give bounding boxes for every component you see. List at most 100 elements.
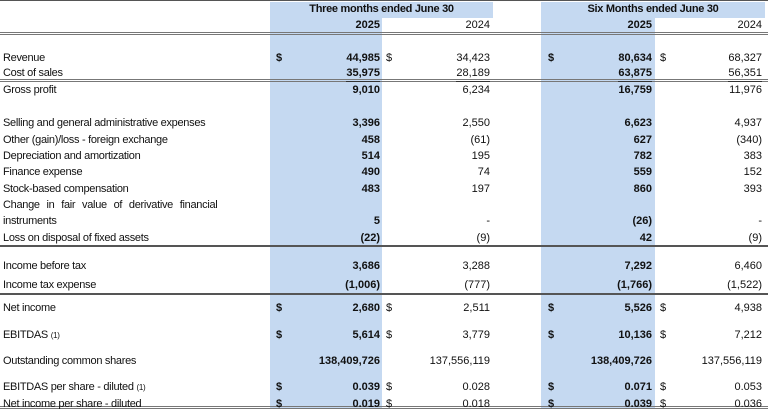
row-label-text: EBITDAS per share - diluted [3,381,134,393]
cell-value: 0.019 [352,398,380,409]
cell-value: 2,511 [463,302,490,314]
table-row: Depreciation and amortization 514 195 782 38… [0,148,768,164]
cell-value: (1,006) [345,279,380,291]
cell-value: 0.071 [624,381,652,393]
cell-value: 80,634 [618,52,652,64]
table-row: Selling and general administrative expen… [0,115,768,131]
cell-value: 195 [471,150,490,162]
cell-value: 16,759 [618,84,652,96]
cell-value: 137,556,119 [429,355,490,367]
row-label: Net income [3,300,56,316]
cell-value: 137,556,119 [701,355,762,367]
cell-value: 3,396 [352,117,380,129]
row-label-text: Income tax expense [3,279,97,291]
year-col-2: 2024 [465,19,490,31]
currency-symbol: $ [660,398,667,409]
table-row: Net income $ $ $ $2,680 2,511 5,526 4,938 [0,300,768,316]
cell-value: 42 [639,232,652,244]
cell-value: 5 [373,215,380,227]
table-row: Loss on disposal of fixed assets (22) (9) 4… [0,230,768,246]
cell-value: - [486,215,490,227]
row-label-text: Depreciation and amortization [3,150,141,162]
row-label: Net income per share - diluted [3,396,142,409]
cell-value: 9,010 [352,84,380,96]
row-label-text: Revenue [3,52,45,64]
row-label-cont: instruments [3,215,57,227]
currency-symbol: $ [276,381,283,393]
row-label: Finance expense [3,164,83,180]
cell-value: 4,938 [734,302,762,314]
cell-value: 7,292 [624,260,652,272]
row-label: Income before tax [3,258,86,274]
cell-value: 2,550 [462,117,490,129]
row-label-text: Net income [3,302,56,314]
cell-value: 28,189 [456,65,490,82]
cell-value: 5,526 [624,302,652,314]
cell-value: 3,779 [462,329,490,341]
cell-value: 860 [633,183,652,195]
row-label-text: Income before tax [3,260,86,272]
currency-symbol: $ [548,398,555,409]
cell-value: 152 [743,166,762,178]
footnote-ref: (1) [50,331,60,340]
row-label: EBITDAS (1) [3,327,60,344]
currency-symbol: $ [386,329,393,341]
year-col-1: 2025 [355,19,380,31]
table-row: Gross profit 9,010 6,234 16,759 11,976 [0,82,768,98]
row-label: Depreciation and amortization [3,148,141,164]
table-row: Outstanding common shares 138,409,726 137,… [0,353,768,369]
row-label-text: EBITDAS [3,329,48,341]
cell-value: 0.039 [624,398,652,409]
row-label: Change in fair value of derivative finan… [3,199,218,211]
cell-value: 10,136 [618,329,652,341]
currency-symbol: $ [386,398,393,409]
top-rule [0,0,768,1]
row-label: Outstanding common shares [3,353,136,369]
gross-profit-rule [0,79,768,82]
cell-value: 383 [743,150,762,162]
table-row: Change in fair value of derivative finan… [0,199,768,229]
cell-value: 458 [361,134,380,146]
currency-symbol: $ [386,381,393,393]
cell-value: 35,975 [346,65,380,82]
currency-symbol: $ [276,398,283,409]
row-label: Income tax expense [3,277,96,293]
row-label: Cost of sales [3,65,63,81]
cell-value: 0.036 [734,398,762,409]
cell-value: 782 [633,150,652,162]
currency-symbol: $ [548,381,555,393]
expenses-rule [0,245,768,247]
currency-symbol: $ [548,302,555,314]
year-col-4: 2024 [737,19,762,31]
row-label-text: Selling and general administrative expen… [3,117,206,129]
cell-value: 6,623 [624,117,652,129]
cell-value: (1,522) [727,279,762,291]
cell-value: 68,327 [728,52,762,64]
cell-value: 0.018 [462,398,490,409]
row-label: Gross profit [3,82,57,98]
table-row: Revenue $ $ $ $44,985 34,423 80,634 68,327 [0,50,768,66]
cell-value: 2,680 [352,302,380,314]
cell-value: (340) [736,134,762,146]
three-months-header-shade [270,2,493,18]
currency-symbol: $ [548,329,555,341]
currency-symbol: $ [660,329,667,341]
cell-value: 6,234 [462,84,490,96]
table-row: Income tax expense (1,006) (777) (1,766) (1,… [0,277,768,293]
tax-rule [0,293,768,295]
row-label-text: Cost of sales [3,67,63,79]
cell-value: 6,460 [734,260,762,272]
cell-value: 7,212 [734,329,762,341]
row-label-text: Net income per share - diluted [3,398,142,409]
table-row: EBITDAS (1) $ $ $ $5,614 3,779 10,136 7,212 [0,327,768,343]
cell-value: (26) [632,215,652,227]
cell-value: 4,937 [734,117,762,129]
cell-value: 3,686 [352,260,380,272]
cell-value: 74 [477,166,490,178]
table-row: Net income per share - diluted $ $ $ $0.019 0… [0,396,768,409]
cell-value: (61) [470,134,490,146]
table-row: Income before tax 3,686 3,288 7,292 6,460 [0,258,768,274]
currency-symbol: $ [660,381,667,393]
cell-value: 483 [361,183,380,195]
cell-value: (9) [476,232,490,244]
